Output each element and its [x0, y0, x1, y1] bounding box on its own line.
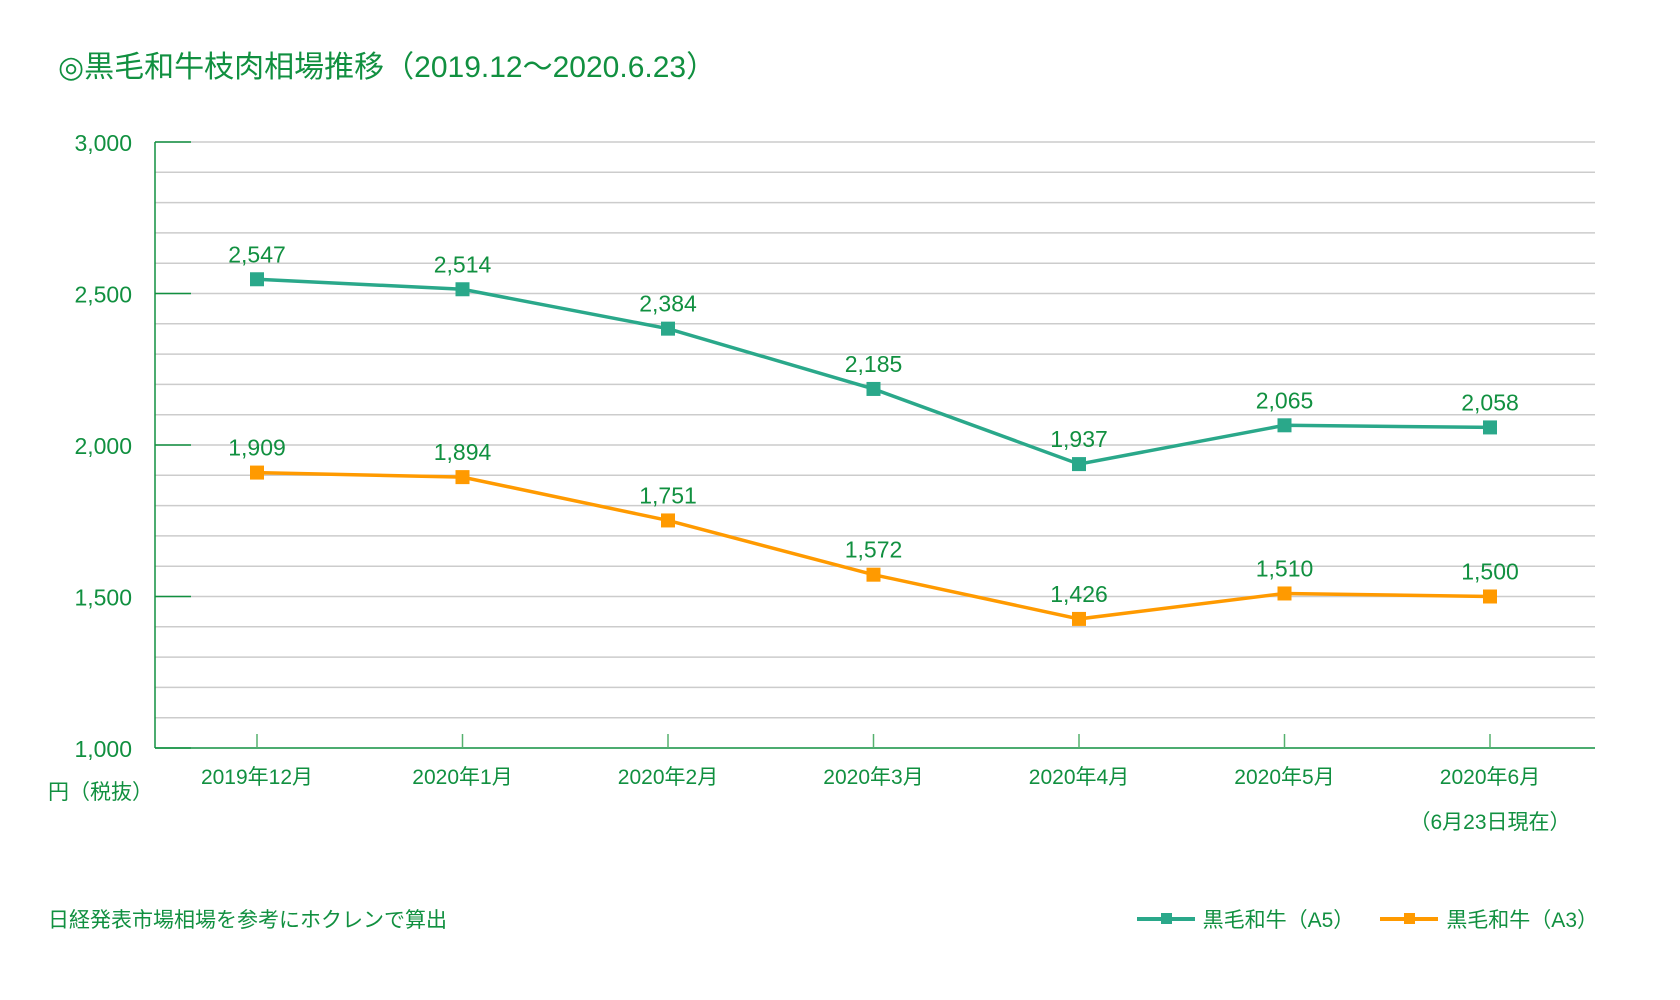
- data-point: [866, 381, 881, 396]
- data-label: 2,185: [845, 351, 903, 377]
- legend-swatch-a5: [1136, 913, 1195, 924]
- y-axis-unit-label: 円（税抜）: [48, 781, 153, 804]
- data-point: [866, 567, 881, 582]
- series-a5: 2,547 2,514 2,384 2,185 1,937 2,065 2,058: [228, 241, 1519, 472]
- data-point: [455, 470, 470, 485]
- x-tick-label: 2020年6月: [1440, 766, 1540, 789]
- data-label: 2,065: [1256, 387, 1314, 413]
- data-label: 2,547: [228, 241, 286, 267]
- data-point: [1483, 589, 1497, 604]
- x-tick-sublabel: （6月23日現在）: [1409, 811, 1571, 834]
- data-label: 2,058: [1461, 389, 1519, 415]
- data-label: 1,572: [845, 537, 903, 563]
- data-point: [1483, 420, 1497, 435]
- y-tick-label: 2,000: [74, 433, 132, 459]
- data-label: 1,500: [1461, 559, 1519, 585]
- chart-title: ◎黒毛和牛枝肉相場推移（2019.12～2020.6.23）: [58, 51, 717, 84]
- data-point: [455, 282, 470, 297]
- legend-label-a3: 黒毛和牛（A3）: [1446, 909, 1598, 932]
- data-label: 1,894: [434, 439, 492, 465]
- series-a3: 1,909 1,894 1,751 1,572 1,426 1,510 1,500: [228, 435, 1519, 626]
- data-label: 1,937: [1050, 426, 1108, 452]
- x-tick-label: 2020年1月: [412, 766, 512, 789]
- axes: [154, 141, 1595, 749]
- data-point: [661, 513, 675, 528]
- source-note: 日経発表市場相場を参考にホクレンで算出: [48, 909, 447, 932]
- y-tick-label: 2,500: [74, 282, 132, 308]
- y-tick-labels: 1,000 1,500 2,000 2,500 3,000: [74, 130, 132, 762]
- data-point: [1072, 611, 1086, 626]
- y-tick-label: 1,000: [74, 736, 132, 762]
- data-label: 2,384: [639, 291, 697, 317]
- data-label: 2,514: [434, 251, 492, 277]
- legend-item-a5: 黒毛和牛（A5）: [1136, 904, 1355, 934]
- x-tick-labels: 2019年12月 2020年1月 2020年2月 2020年3月 2020年4月 2020…: [201, 766, 1540, 789]
- legend-item-a3: 黒毛和牛（A3）: [1380, 904, 1598, 934]
- x-tick-label: 2020年5月: [1234, 766, 1334, 789]
- gridlines: [155, 141, 1595, 719]
- data-point: [250, 465, 264, 480]
- y-tick-label: 3,000: [74, 130, 132, 156]
- x-tick-label: 2020年3月: [823, 766, 923, 789]
- x-tick-label: 2020年2月: [618, 766, 718, 789]
- data-point: [1277, 586, 1292, 601]
- y-tick-label: 1,500: [74, 585, 132, 611]
- series-group: 2,547 2,514 2,384 2,185 1,937 2,065 2,058 1,909…: [228, 241, 1519, 626]
- x-tick-label: 2020年4月: [1029, 766, 1129, 789]
- data-point: [1277, 418, 1292, 433]
- data-label: 1,909: [228, 435, 286, 461]
- legend: 黒毛和牛（A5） 黒毛和牛（A3）: [1111, 904, 1598, 934]
- data-point: [661, 321, 675, 336]
- data-point: [250, 272, 264, 287]
- legend-swatch-a3: [1380, 913, 1439, 924]
- data-point: [1072, 457, 1086, 472]
- x-tick-label: 2019年12月: [201, 766, 313, 789]
- data-label: 1,510: [1256, 555, 1314, 581]
- data-label: 1,751: [639, 482, 697, 508]
- legend-label-a5: 黒毛和牛（A5）: [1202, 909, 1355, 932]
- data-label: 1,426: [1050, 581, 1108, 607]
